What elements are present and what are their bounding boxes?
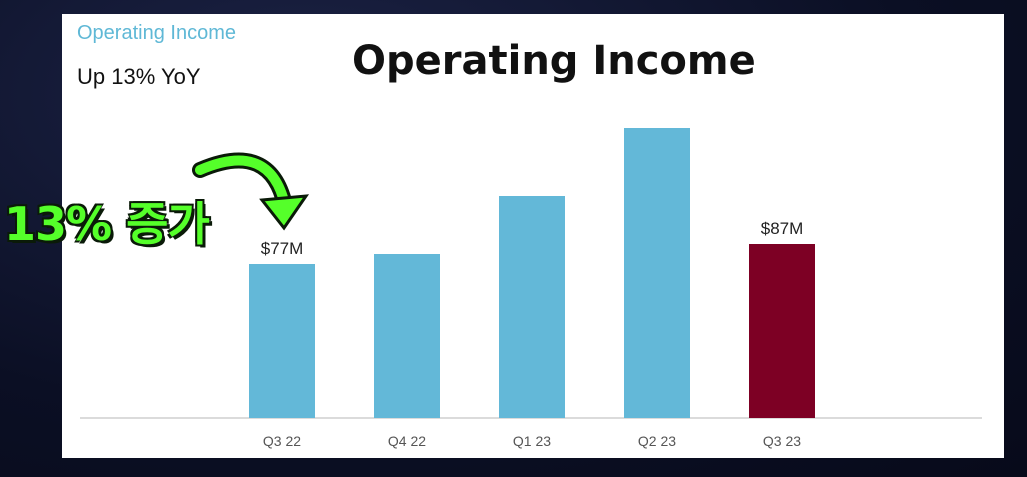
slide-subtitle: Up 13% YoY xyxy=(77,64,201,89)
slide: Operating Income Up 13% YoY Operating In… xyxy=(62,14,1004,458)
chart-title: Operating Income xyxy=(352,38,756,84)
x-tick-label: Q3 22 xyxy=(263,433,301,449)
data-label: $87M xyxy=(761,219,804,238)
data-label: $77M xyxy=(261,239,304,258)
bar-q3-23 xyxy=(749,244,815,418)
bar-chart: Q3 22 $77M Q4 22 Q1 23 Q2 23 Q3 23 $87M xyxy=(80,128,982,449)
bar-q3-22 xyxy=(249,264,315,418)
bar-q1-23 xyxy=(499,196,565,418)
x-tick-label: Q2 23 xyxy=(638,433,676,449)
bar-q4-22 xyxy=(374,254,440,418)
x-tick-label: Q4 22 xyxy=(388,433,426,449)
bar-q2-23 xyxy=(624,128,690,418)
callout-label: 13% 증가 xyxy=(4,197,210,251)
x-tick-label: Q3 23 xyxy=(763,433,801,449)
x-tick-label: Q1 23 xyxy=(513,433,551,449)
slide-small-title: Operating Income xyxy=(77,22,236,44)
